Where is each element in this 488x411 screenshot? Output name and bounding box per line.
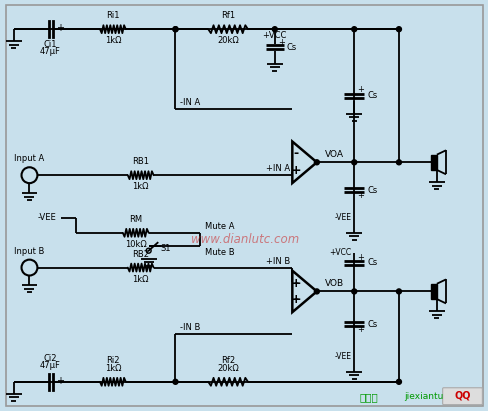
- Text: +IN B: +IN B: [265, 256, 290, 266]
- Text: 20kΩ: 20kΩ: [217, 364, 239, 373]
- Text: Input A: Input A: [14, 154, 44, 163]
- Text: Ci2: Ci2: [43, 354, 57, 363]
- Text: Rf1: Rf1: [221, 11, 235, 20]
- Text: Cs: Cs: [366, 258, 377, 267]
- Text: www.dianlutc.com: www.dianlutc.com: [190, 233, 299, 246]
- Text: +VCC: +VCC: [262, 31, 286, 40]
- FancyBboxPatch shape: [6, 5, 482, 406]
- Text: +: +: [357, 325, 364, 334]
- Text: +VCC: +VCC: [328, 248, 350, 257]
- Circle shape: [396, 379, 401, 384]
- Text: -VEE: -VEE: [334, 213, 350, 222]
- Polygon shape: [430, 155, 436, 170]
- Circle shape: [173, 27, 178, 32]
- Circle shape: [351, 289, 356, 294]
- Text: VOB: VOB: [324, 279, 343, 289]
- Text: VOA: VOA: [324, 150, 343, 159]
- Text: Cs: Cs: [286, 43, 296, 51]
- Circle shape: [351, 27, 356, 32]
- Circle shape: [396, 160, 401, 165]
- Text: 47μF: 47μF: [40, 47, 61, 56]
- Text: +: +: [56, 23, 64, 33]
- Text: jiexiantu: jiexiantu: [403, 392, 443, 401]
- Circle shape: [396, 289, 401, 294]
- Text: +: +: [56, 376, 64, 386]
- Text: +IN A: +IN A: [265, 164, 290, 173]
- Text: +: +: [290, 277, 301, 290]
- Circle shape: [314, 160, 319, 165]
- Text: 1kΩ: 1kΩ: [104, 36, 121, 45]
- Text: 10kΩ: 10kΩ: [124, 240, 146, 249]
- Circle shape: [314, 289, 319, 294]
- Text: 1kΩ: 1kΩ: [104, 364, 121, 373]
- Text: -IN B: -IN B: [180, 323, 201, 332]
- Text: 1kΩ: 1kΩ: [132, 182, 149, 191]
- Text: 1kΩ: 1kΩ: [132, 275, 149, 284]
- Text: RB1: RB1: [132, 157, 149, 166]
- Text: +: +: [357, 85, 364, 94]
- Text: +: +: [277, 38, 284, 46]
- Text: -: -: [40, 23, 43, 33]
- Text: +: +: [357, 191, 364, 200]
- Text: -: -: [293, 277, 298, 290]
- Text: 47μF: 47μF: [40, 361, 61, 370]
- Text: RB2: RB2: [132, 249, 149, 259]
- Text: -: -: [293, 148, 298, 160]
- Text: Ci1: Ci1: [43, 40, 57, 49]
- Text: -VEE: -VEE: [334, 353, 350, 361]
- Text: Cs: Cs: [366, 186, 377, 194]
- Text: Ri2: Ri2: [106, 356, 120, 365]
- Circle shape: [173, 379, 178, 384]
- Text: QQ: QQ: [453, 391, 470, 401]
- Text: -VEE: -VEE: [38, 213, 56, 222]
- Text: Rf2: Rf2: [221, 356, 235, 365]
- Polygon shape: [430, 284, 436, 299]
- Text: -IN A: -IN A: [180, 98, 200, 107]
- Text: Ri1: Ri1: [106, 11, 120, 20]
- Text: Cs: Cs: [366, 320, 377, 329]
- Circle shape: [351, 160, 356, 165]
- Text: Mute B: Mute B: [205, 248, 234, 257]
- FancyBboxPatch shape: [442, 388, 481, 405]
- Text: +: +: [290, 293, 301, 306]
- Text: 20kΩ: 20kΩ: [217, 36, 239, 45]
- Circle shape: [396, 27, 401, 32]
- Text: S1: S1: [160, 244, 171, 253]
- Circle shape: [272, 27, 277, 32]
- Text: Mute A: Mute A: [205, 222, 234, 231]
- Text: -: -: [293, 293, 298, 306]
- Text: 接线图: 接线图: [359, 392, 378, 402]
- Text: +: +: [357, 253, 364, 262]
- Text: Input B: Input B: [14, 247, 44, 256]
- Text: +: +: [290, 164, 301, 177]
- Text: RM: RM: [129, 215, 142, 224]
- Text: Cs: Cs: [366, 91, 377, 100]
- Circle shape: [173, 27, 178, 32]
